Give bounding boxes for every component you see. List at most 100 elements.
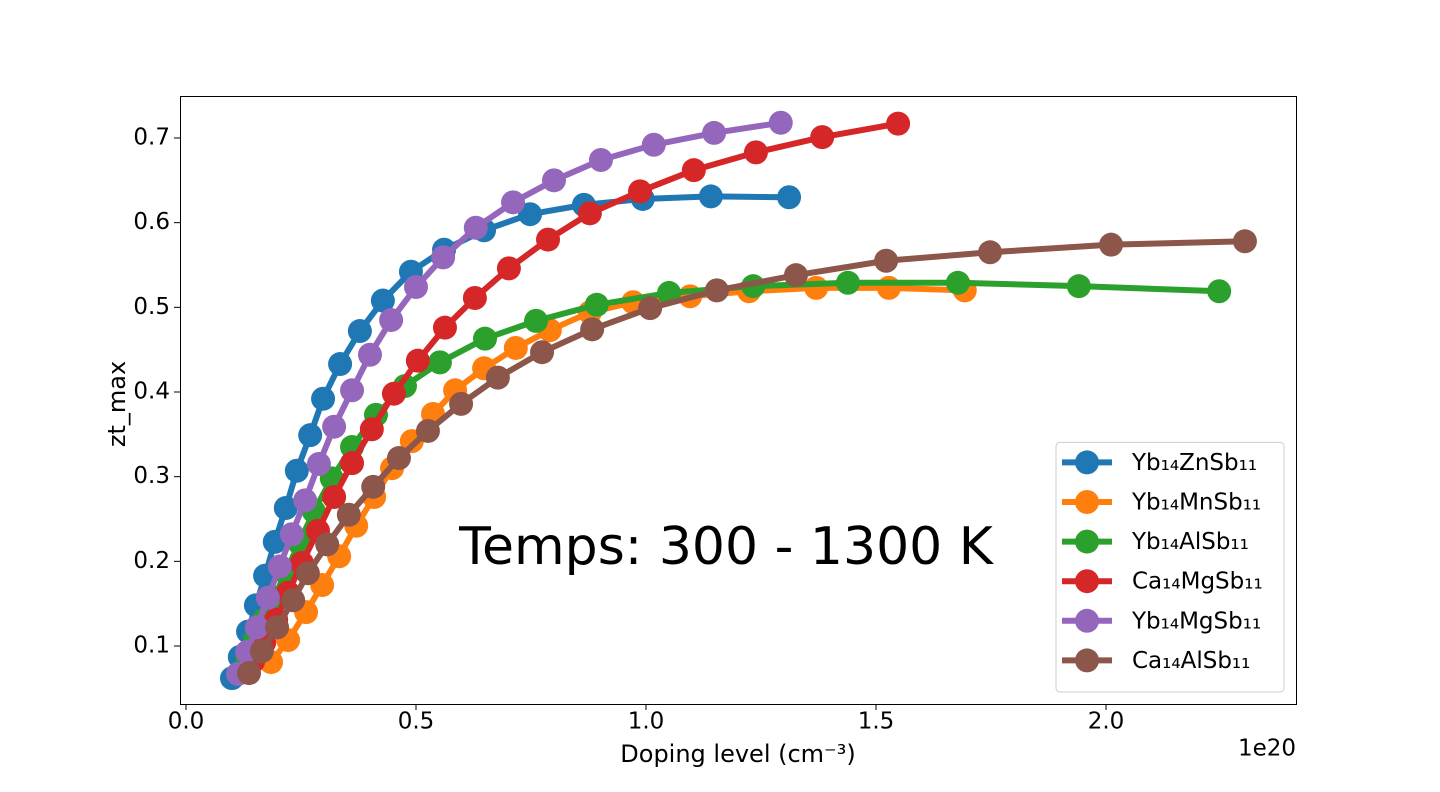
data-point	[279, 522, 304, 547]
x-tick-label: 1.0	[628, 709, 665, 735]
data-point	[370, 288, 395, 313]
data-point	[503, 335, 528, 360]
data-point	[1066, 274, 1091, 299]
y-axis-label: zt_max	[103, 361, 131, 447]
data-point	[501, 190, 526, 215]
data-point	[340, 451, 365, 476]
data-point	[432, 315, 457, 340]
x-tick-label: 0.0	[168, 709, 205, 735]
data-point	[267, 554, 292, 579]
data-point	[835, 270, 860, 295]
data-point	[265, 615, 290, 640]
data-point	[524, 308, 549, 333]
data-point	[403, 275, 428, 300]
legend-marker	[1075, 529, 1099, 554]
data-point	[698, 184, 723, 209]
data-point	[281, 588, 306, 613]
data-point	[322, 484, 347, 509]
legend-label: Yb₁₄MgSb₁₁	[1131, 608, 1261, 634]
data-point	[536, 227, 561, 252]
data-point	[328, 352, 353, 377]
data-point	[978, 240, 1003, 265]
x-axis-label: Doping level (cm⁻³)	[620, 740, 855, 768]
legend-label: Ca₁₄MgSb₁₁	[1132, 569, 1263, 595]
y-tick-label: 0.1	[133, 633, 170, 659]
data-point	[427, 350, 452, 375]
data-point	[628, 179, 653, 204]
data-point	[638, 296, 663, 321]
data-point	[1232, 229, 1257, 254]
data-point	[580, 317, 605, 342]
data-point	[244, 615, 269, 640]
y-tick-label: 0.5	[133, 294, 170, 320]
data-point	[381, 381, 406, 406]
data-point	[462, 286, 487, 311]
data-point	[405, 348, 430, 373]
data-point	[945, 270, 970, 295]
data-point	[361, 474, 386, 499]
data-point	[584, 292, 609, 317]
data-point	[357, 342, 382, 367]
legend-label: Yb₁₄MnSb₁₁	[1131, 490, 1261, 516]
data-point	[306, 451, 331, 476]
x-tick-label: 0.5	[398, 709, 435, 735]
data-point	[379, 308, 404, 333]
data-point	[804, 275, 829, 300]
data-point	[518, 202, 543, 227]
x-tick-label: 2.0	[1088, 709, 1125, 735]
plot-area	[219, 110, 1257, 691]
data-point	[530, 340, 555, 365]
data-point	[249, 639, 274, 664]
legend-marker	[1075, 648, 1099, 673]
data-point	[322, 414, 347, 439]
legend: Yb₁₄ZnSb₁₁ Yb₁₄MnSb₁₁ Yb₁₄AlSb₁₁ Ca₁₄MgSb₁₁…	[1055, 441, 1285, 693]
y-tick-label: 0.3	[133, 463, 170, 489]
legend-label: Yb₁₄ZnSb₁₁	[1131, 450, 1257, 476]
data-point	[641, 132, 666, 157]
data-point	[298, 423, 323, 448]
data-point	[783, 263, 808, 288]
data-point	[743, 140, 768, 165]
axes-frame	[180, 96, 1297, 705]
y-tick-label: 0.2	[133, 548, 170, 574]
data-point	[496, 256, 521, 281]
legend-label: Ca₁₄AlSb₁₁	[1132, 648, 1250, 674]
data-point	[541, 168, 566, 193]
legend-marker	[1075, 608, 1099, 633]
data-point	[284, 458, 309, 483]
data-point	[681, 158, 706, 183]
data-point	[347, 319, 372, 344]
data-point	[237, 661, 262, 686]
data-point	[431, 245, 456, 270]
y-tick-label: 0.6	[133, 209, 170, 235]
data-point	[293, 488, 318, 513]
data-point	[702, 120, 727, 145]
y-tick-label: 0.7	[133, 124, 170, 150]
data-point	[336, 502, 361, 527]
legend-box	[1055, 441, 1285, 693]
data-point	[876, 275, 901, 300]
legend-label: Yb₁₄AlSb₁₁	[1131, 529, 1249, 555]
data-point	[463, 215, 488, 240]
data-point	[255, 585, 280, 610]
y-tick-label: 0.4	[133, 378, 170, 404]
data-point	[449, 391, 474, 416]
x-offset-label: 1e20	[1238, 736, 1296, 762]
data-point	[315, 532, 340, 557]
data-point	[777, 185, 802, 210]
legend-marker	[1075, 569, 1099, 594]
data-point	[340, 378, 365, 403]
data-point	[577, 201, 602, 226]
data-point	[1099, 232, 1124, 257]
x-tick-label: 1.5	[858, 709, 895, 735]
data-point	[874, 248, 899, 273]
data-point	[704, 278, 729, 303]
annotation: Temps: 300 - 1300 K	[458, 517, 995, 577]
legend-marker	[1075, 450, 1099, 475]
data-point	[273, 495, 298, 520]
data-point	[886, 111, 911, 136]
data-point	[472, 326, 497, 351]
data-point	[588, 148, 613, 173]
data-point	[768, 110, 793, 135]
